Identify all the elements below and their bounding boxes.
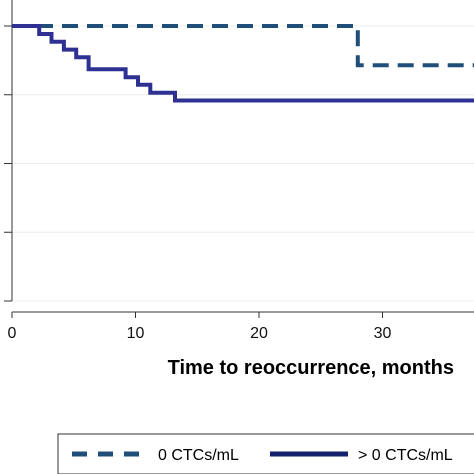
x-tick-label-10: 10 — [127, 325, 145, 342]
series-layer — [12, 24, 474, 103]
series-line-1 — [12, 24, 474, 103]
legend-label-0-ctcs: 0 CTCs/mL — [158, 447, 239, 464]
x-tick-label-0: 0 — [8, 325, 17, 342]
legend-label-gt0-ctcs: > 0 CTCs/mL — [358, 447, 453, 464]
x-tick-label-30: 30 — [374, 325, 392, 342]
axis-layer: 0 10 20 30 — [4, 0, 474, 342]
x-axis-title: Time to reoccurrence, months — [168, 357, 454, 379]
series-line-0 — [12, 24, 474, 68]
x-tick-label-20: 20 — [250, 325, 268, 342]
legend: 0 CTCs/mL > 0 CTCs/mL — [57, 433, 474, 474]
